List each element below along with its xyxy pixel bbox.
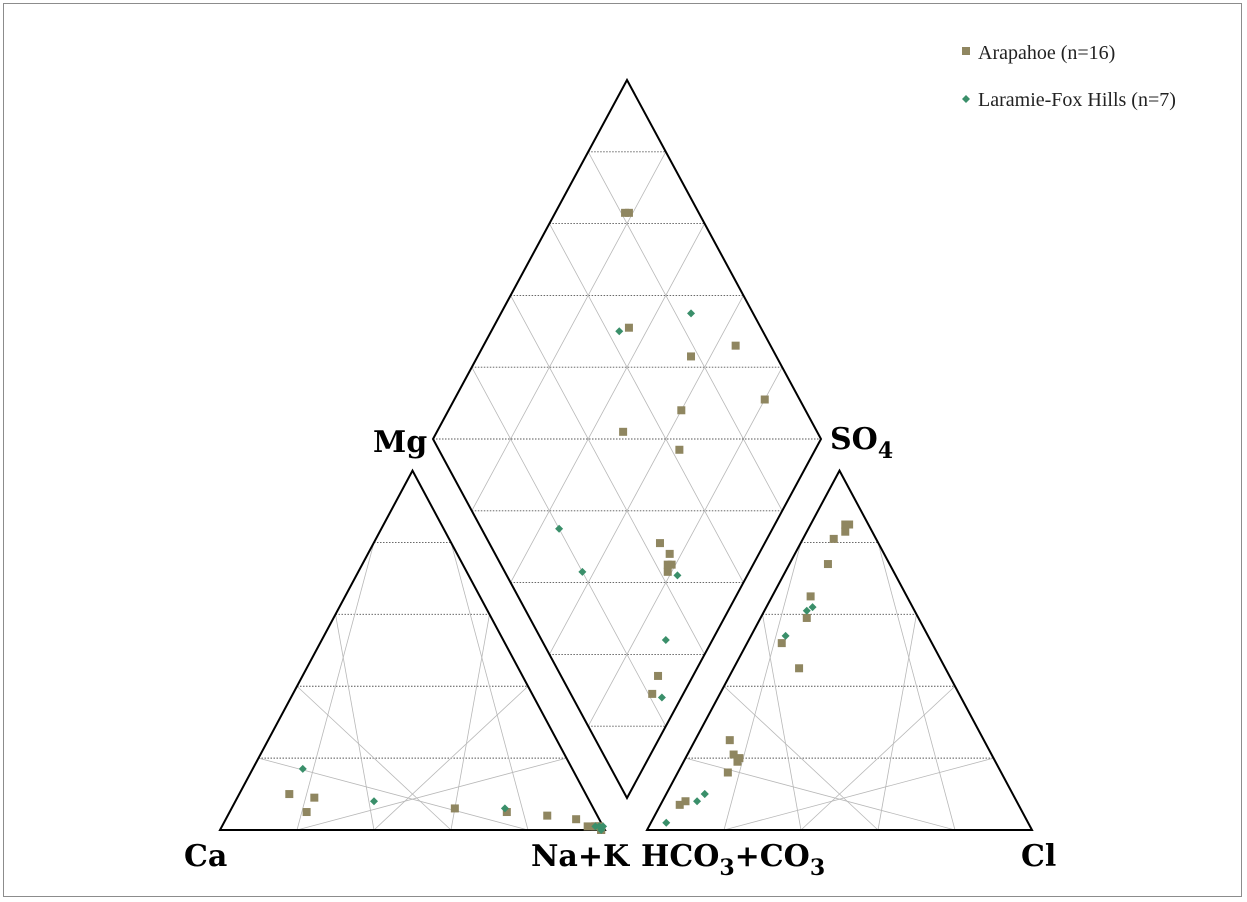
arapahoe-diamond-point bbox=[648, 689, 657, 698]
legend-label-arapahoe: Arapahoe (n=16) bbox=[978, 42, 1115, 64]
legend-label-laramie: Laramie-Fox Hills (n=7) bbox=[978, 89, 1176, 111]
arapahoe-anion-point bbox=[829, 534, 838, 543]
cl-label: Cl bbox=[1021, 839, 1056, 874]
data-points bbox=[285, 208, 854, 834]
diamond-grid-diagonal bbox=[587, 151, 783, 511]
anion-triangle-outline bbox=[645, 468, 1034, 831]
arapahoe-diamond-point bbox=[624, 208, 633, 217]
diamond-grid-diagonal bbox=[510, 223, 705, 583]
diamond-grid-diagonal bbox=[549, 295, 744, 655]
cation-triangle-outline bbox=[218, 468, 607, 831]
arapahoe-anion-point bbox=[723, 768, 732, 777]
legend-marker-arapahoe bbox=[962, 47, 970, 55]
arapahoe-diamond-point bbox=[731, 341, 740, 350]
laramie-cation-point bbox=[500, 804, 509, 813]
arapahoe-anion-point bbox=[681, 797, 690, 806]
arapahoe-cation-point bbox=[450, 804, 459, 813]
arapahoe-cation-point bbox=[502, 808, 511, 817]
cation-grid-right-parallel bbox=[335, 614, 375, 831]
anion-grid-left-parallel bbox=[877, 542, 956, 831]
laramie-diamond-point bbox=[578, 567, 587, 576]
laramie-cation-point bbox=[298, 764, 307, 773]
anion-grid-left-parallel bbox=[723, 757, 994, 831]
arapahoe-cation-point bbox=[543, 811, 552, 820]
so4-label: SO4 bbox=[830, 422, 893, 464]
plot-outlines bbox=[218, 77, 1034, 831]
arapahoe-anion-point bbox=[725, 736, 734, 745]
laramie-cation-point bbox=[370, 797, 378, 806]
laramie-anion-point bbox=[662, 818, 671, 827]
arapahoe-anion-point bbox=[806, 592, 815, 601]
na-k-label: Na+K bbox=[531, 839, 630, 874]
laramie-diamond-point bbox=[661, 636, 670, 645]
anion-grid-left-parallel bbox=[877, 614, 917, 831]
laramie-anion-point bbox=[781, 631, 790, 640]
arapahoe-diamond-point bbox=[677, 406, 686, 415]
legend-marker-laramie bbox=[962, 95, 970, 103]
ca-label: Ca bbox=[184, 839, 227, 874]
anion-grid-right-parallel bbox=[762, 614, 802, 831]
laramie-diamond-point bbox=[615, 327, 624, 336]
arapahoe-cation-point bbox=[285, 790, 294, 799]
arapahoe-diamond-point bbox=[624, 323, 633, 332]
anion-grid-right-parallel bbox=[723, 685, 879, 831]
cation-grid-left-parallel bbox=[296, 757, 567, 831]
arapahoe-anion-point bbox=[733, 757, 742, 766]
arapahoe-diamond-point bbox=[667, 560, 676, 569]
arapahoe-diamond-point bbox=[654, 671, 663, 680]
cation-grid-right-parallel bbox=[296, 542, 375, 831]
diamond-grid-diagonal bbox=[471, 151, 667, 511]
arapahoe-diamond-point bbox=[663, 567, 672, 576]
laramie-anion-point bbox=[693, 797, 702, 806]
laramie-diamond-point bbox=[673, 571, 682, 580]
grid-lines bbox=[258, 151, 994, 831]
arapahoe-diamond-point bbox=[655, 539, 664, 548]
arapahoe-diamond-point bbox=[675, 445, 684, 454]
arapahoe-cation-point bbox=[302, 808, 311, 817]
laramie-anion-point bbox=[802, 606, 811, 615]
laramie-anion-point bbox=[700, 790, 709, 799]
laramie-diamond-point bbox=[687, 309, 696, 318]
laramie-anion-point bbox=[808, 603, 817, 612]
arapahoe-anion-point bbox=[675, 800, 684, 809]
laramie-diamond-point bbox=[657, 693, 666, 702]
arapahoe-anion-point bbox=[795, 664, 804, 673]
diamond-grid-diagonal bbox=[549, 223, 744, 583]
diamond-grid-diagonal bbox=[471, 367, 667, 727]
arapahoe-anion-point bbox=[841, 527, 850, 536]
arapahoe-anion-point bbox=[729, 750, 738, 759]
hco3-co3-label: HCO3+CO3 bbox=[641, 839, 825, 881]
arapahoe-anion-point bbox=[841, 520, 850, 529]
arapahoe-cation-point bbox=[572, 815, 581, 824]
arapahoe-diamond-point bbox=[760, 395, 769, 404]
diamond-grid-diagonal bbox=[587, 367, 783, 727]
cation-grid-left-parallel bbox=[373, 685, 529, 831]
laramie-cation-point bbox=[599, 822, 608, 831]
arapahoe-diamond-point bbox=[687, 352, 696, 361]
mg-label: Mg bbox=[373, 425, 427, 460]
cation-grid-right-parallel bbox=[296, 685, 452, 831]
arapahoe-cation-point bbox=[310, 793, 319, 802]
arapahoe-anion-point bbox=[777, 639, 786, 648]
arapahoe-anion-point bbox=[802, 613, 811, 622]
legend: Arapahoe (n=16) Laramie-Fox Hills (n=7) bbox=[962, 42, 1176, 111]
laramie-diamond-point bbox=[555, 524, 564, 533]
arapahoe-diamond-point bbox=[619, 427, 628, 436]
arapahoe-diamond-point bbox=[665, 549, 674, 558]
arapahoe-cation-point bbox=[583, 822, 592, 831]
anion-grid-left-parallel bbox=[800, 685, 956, 831]
arapahoe-anion-point bbox=[823, 560, 832, 569]
cation-grid-left-parallel bbox=[450, 614, 490, 831]
diamond-outline bbox=[431, 77, 823, 801]
anion-grid-right-parallel bbox=[723, 542, 802, 831]
cation-grid-left-parallel bbox=[450, 542, 529, 831]
diamond-grid-diagonal bbox=[510, 295, 705, 655]
